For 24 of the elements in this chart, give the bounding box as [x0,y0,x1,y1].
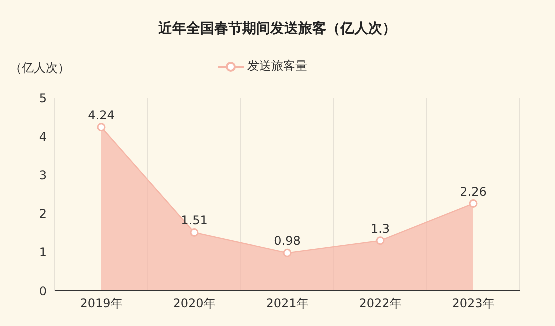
data-label: 4.24 [88,108,115,122]
x-tick-label: 2023年 [452,296,495,311]
y-tick-label: 4 [39,130,47,144]
legend-label: 发送旅客量 [246,58,308,75]
point [283,248,292,258]
chart-title: 近年全国春节期间发送旅客（亿人次） [158,20,398,38]
y-tick-label: 1 [39,246,47,260]
data-label: 1.51 [181,214,208,228]
x-tick-label: 2022年 [359,296,402,311]
y-tick-label: 0 [39,284,47,298]
point [376,236,385,246]
point [469,200,478,208]
x-tick-label: 2019年 [80,296,123,311]
y-axis-title: （亿人次） [10,60,70,77]
y-tick-label: 3 [39,168,47,182]
data-label: 0.98 [274,234,301,248]
x-tick-label: 2021年 [266,296,309,311]
point [97,123,106,132]
y-tick-label: 2 [39,207,47,222]
y-tick-label: 5 [39,91,47,106]
data-label: 1.3 [370,222,390,236]
x-tick-label: 2020年 [173,296,216,311]
data-label: 2.26 [460,184,487,199]
point [190,228,199,237]
